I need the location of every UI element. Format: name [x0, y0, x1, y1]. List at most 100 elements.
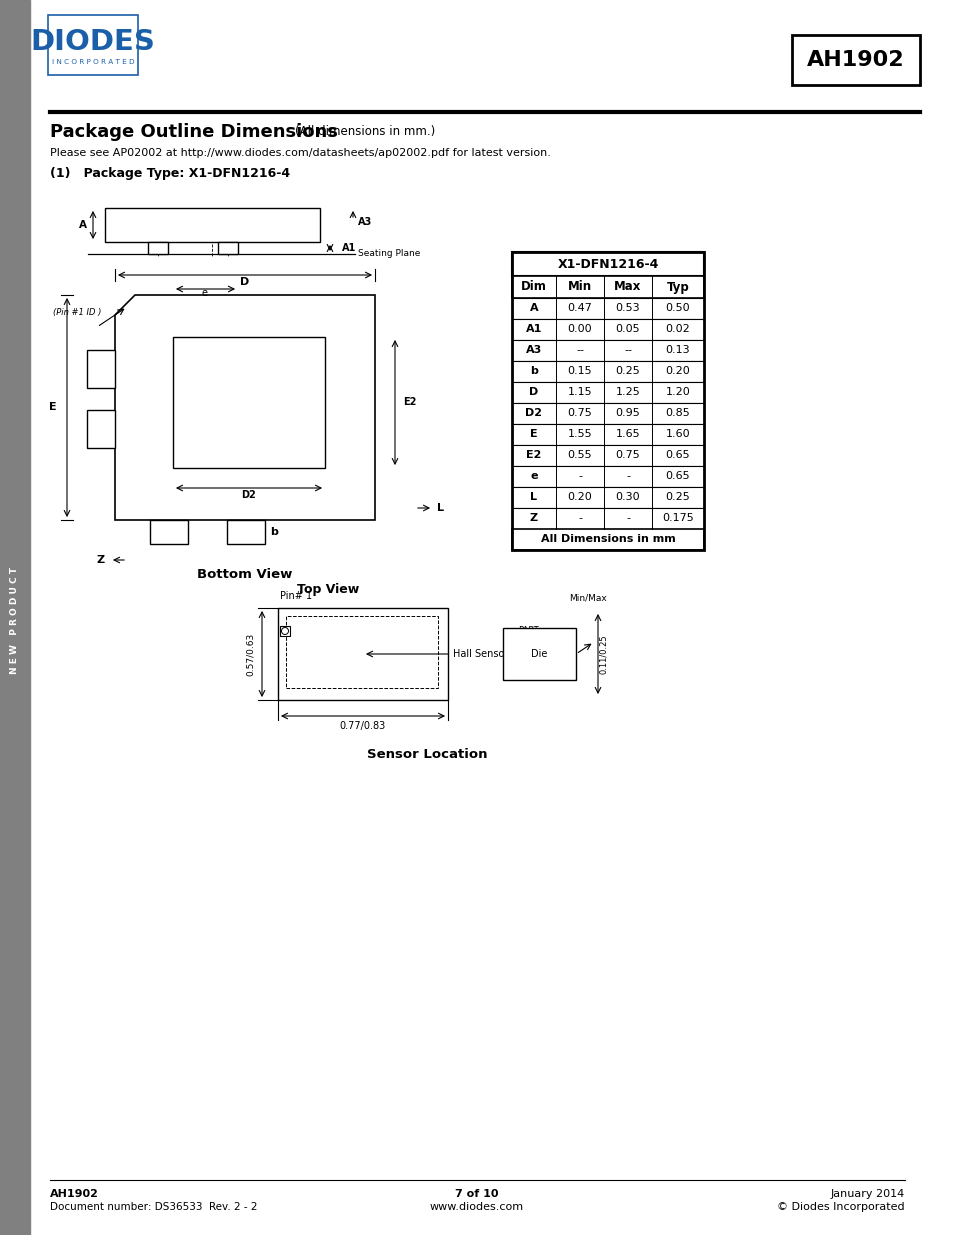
- Text: 0.05: 0.05: [615, 324, 639, 333]
- Bar: [512, 529, 703, 550]
- Text: -: -: [578, 513, 581, 522]
- Text: 0.55: 0.55: [567, 450, 592, 459]
- Text: E: E: [530, 429, 537, 438]
- Text: 0.00: 0.00: [567, 324, 592, 333]
- Text: 0.20: 0.20: [665, 366, 690, 375]
- Text: Package Outline Dimensions: Package Outline Dimensions: [50, 124, 337, 141]
- Text: L: L: [530, 492, 537, 501]
- Text: 0.13: 0.13: [665, 345, 690, 354]
- Bar: [48, 15, 138, 75]
- Text: 0.25: 0.25: [665, 492, 690, 501]
- Text: 0.75: 0.75: [567, 408, 592, 417]
- Text: 0.20: 0.20: [567, 492, 592, 501]
- Text: 0.175: 0.175: [661, 513, 693, 522]
- Text: 0.77/0.83: 0.77/0.83: [339, 721, 386, 731]
- Bar: [512, 319, 703, 340]
- Bar: [280, 626, 290, 636]
- Bar: [148, 242, 168, 254]
- Text: L: L: [436, 503, 443, 513]
- Text: A3: A3: [357, 217, 372, 227]
- Text: 0.02: 0.02: [665, 324, 690, 333]
- Text: 1.55: 1.55: [567, 429, 592, 438]
- Polygon shape: [115, 295, 375, 520]
- Text: All Dimensions in mm: All Dimensions in mm: [540, 534, 675, 543]
- Text: 1.20: 1.20: [665, 387, 690, 396]
- Text: b: b: [270, 527, 277, 537]
- Text: 7 of 10: 7 of 10: [455, 1189, 498, 1199]
- Text: D: D: [529, 387, 538, 396]
- Text: Bottom View: Bottom View: [197, 568, 293, 582]
- Text: D2: D2: [525, 408, 542, 417]
- Text: 0.11/0.25: 0.11/0.25: [598, 635, 608, 674]
- Text: Pin# 1: Pin# 1: [280, 592, 312, 601]
- Text: Hall Sensor: Hall Sensor: [453, 650, 508, 659]
- Bar: [172, 337, 325, 468]
- Text: D2: D2: [241, 490, 256, 500]
- Text: Top View: Top View: [296, 583, 358, 597]
- Text: 1.15: 1.15: [567, 387, 592, 396]
- Text: Seating Plane: Seating Plane: [357, 249, 420, 258]
- Circle shape: [281, 627, 288, 635]
- Text: b: b: [530, 366, 537, 375]
- Text: Die: Die: [530, 650, 547, 659]
- Text: --: --: [623, 345, 631, 354]
- Text: 0.95: 0.95: [615, 408, 639, 417]
- Text: 0.15: 0.15: [567, 366, 592, 375]
- Text: E2: E2: [526, 450, 541, 459]
- Text: 1.25: 1.25: [615, 387, 639, 396]
- Text: 0.85: 0.85: [665, 408, 690, 417]
- Text: A: A: [529, 303, 537, 312]
- Text: 0.57/0.63: 0.57/0.63: [245, 632, 254, 676]
- Text: I N C O R P O R A T E D: I N C O R P O R A T E D: [51, 59, 134, 65]
- Text: January 2014: January 2014: [830, 1189, 904, 1199]
- Bar: [105, 207, 319, 242]
- Text: 0.65: 0.65: [665, 471, 690, 480]
- Text: A3: A3: [525, 345, 541, 354]
- Bar: [218, 242, 237, 254]
- Bar: [286, 616, 437, 688]
- Bar: [277, 608, 448, 700]
- Text: 0.30: 0.30: [615, 492, 639, 501]
- Text: C’0.2x45°: C’0.2x45°: [183, 375, 227, 384]
- Bar: [512, 298, 703, 319]
- Bar: [502, 629, 576, 680]
- Bar: [512, 382, 703, 403]
- Bar: [512, 252, 703, 275]
- Text: E2: E2: [402, 396, 416, 408]
- Text: Z: Z: [529, 513, 537, 522]
- Text: 0.25: 0.25: [615, 366, 639, 375]
- Text: Z: Z: [97, 555, 105, 564]
- Text: Max: Max: [614, 280, 641, 294]
- Bar: [87, 410, 115, 448]
- Text: (All dimensions in mm.): (All dimensions in mm.): [294, 126, 435, 138]
- Text: e: e: [530, 471, 537, 480]
- Text: D: D: [240, 277, 250, 287]
- Text: Sensor Location: Sensor Location: [366, 748, 487, 762]
- Text: DIODES: DIODES: [30, 28, 155, 56]
- Text: A1: A1: [341, 243, 355, 253]
- Text: X1-DFN1216-4: X1-DFN1216-4: [557, 258, 658, 270]
- Text: E: E: [50, 403, 57, 412]
- Text: A1: A1: [525, 324, 541, 333]
- Text: Please see AP02002 at http://www.diodes.com/datasheets/ap02002.pdf for latest ve: Please see AP02002 at http://www.diodes.…: [50, 148, 550, 158]
- Text: AH1902: AH1902: [806, 49, 903, 70]
- Text: 0.53: 0.53: [615, 303, 639, 312]
- Bar: [512, 424, 703, 445]
- Bar: [512, 466, 703, 487]
- Text: 0.47: 0.47: [567, 303, 592, 312]
- Bar: [512, 275, 703, 298]
- Bar: [512, 445, 703, 466]
- Text: -: -: [625, 513, 629, 522]
- Bar: [512, 252, 703, 550]
- Text: Typ: Typ: [666, 280, 689, 294]
- Text: 1.65: 1.65: [615, 429, 639, 438]
- Text: Document number: DS36533  Rev. 2 - 2: Document number: DS36533 Rev. 2 - 2: [50, 1202, 257, 1212]
- Bar: [0, 0, 30, 1235]
- Text: PART
MARKING
SURFACE: PART MARKING SURFACE: [508, 626, 547, 656]
- Text: (1)   Package Type: X1-DFN1216-4: (1) Package Type: X1-DFN1216-4: [50, 168, 290, 180]
- Text: (Pin #1 ID ): (Pin #1 ID ): [52, 309, 101, 317]
- Text: N E W   P R O D U C T: N E W P R O D U C T: [10, 567, 19, 673]
- Text: --: --: [576, 345, 583, 354]
- Text: 0.65: 0.65: [665, 450, 690, 459]
- Text: Dim: Dim: [520, 280, 546, 294]
